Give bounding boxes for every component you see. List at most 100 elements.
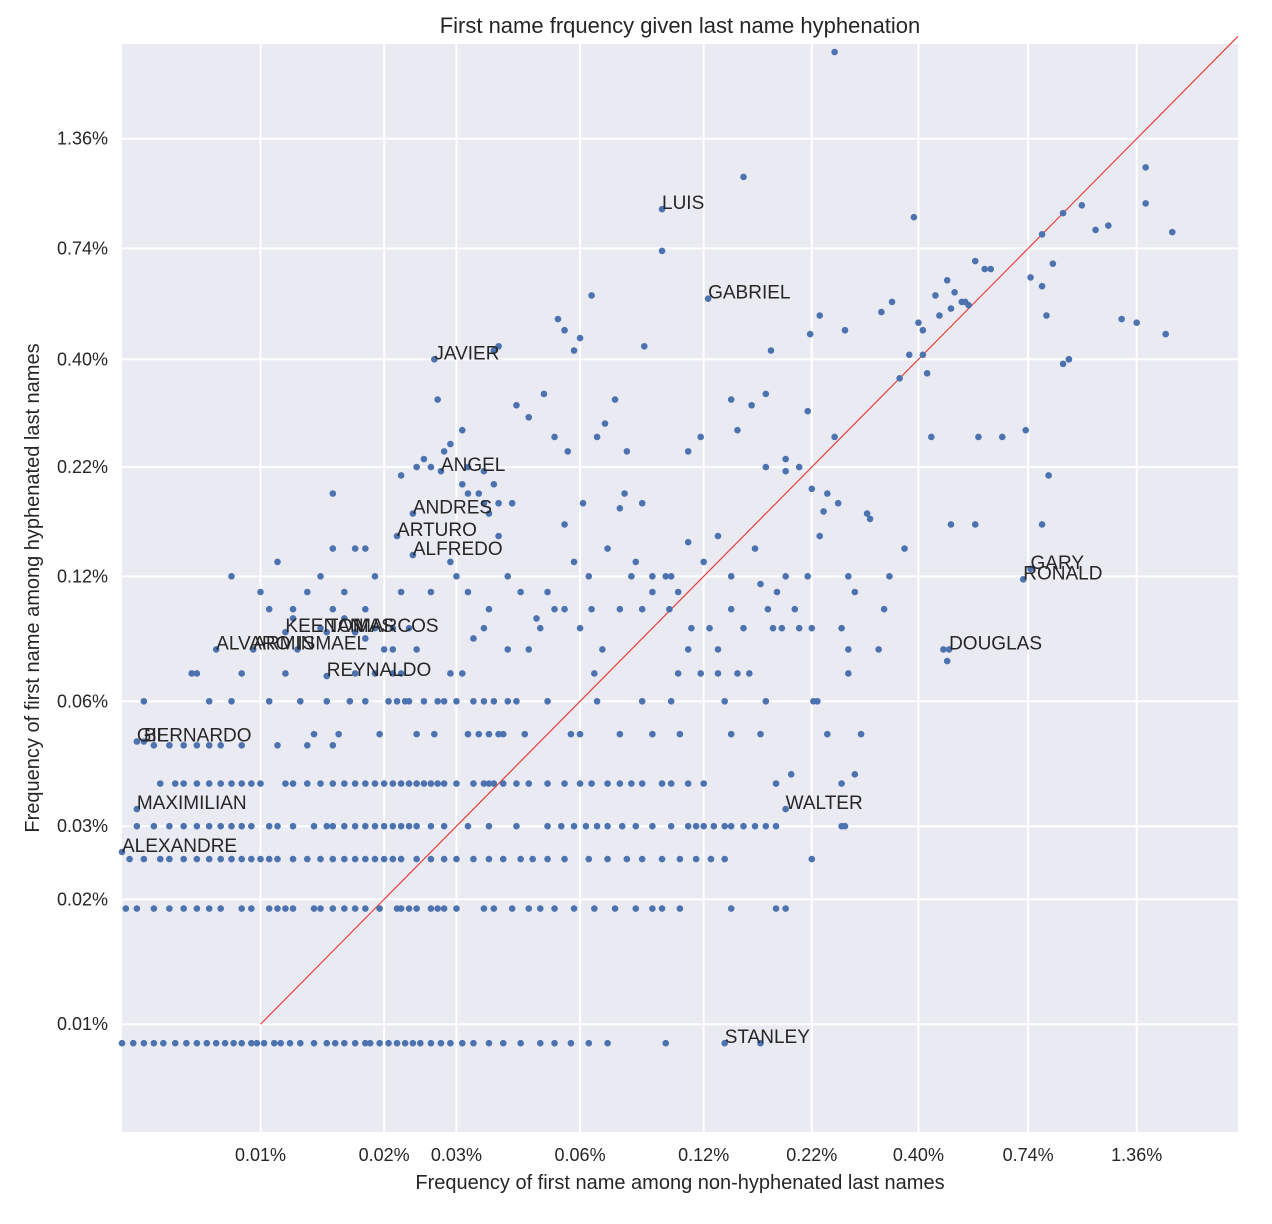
data-point	[329, 905, 337, 912]
data-point	[277, 1039, 285, 1047]
point-label: BERNARDO	[144, 725, 252, 746]
data-point	[282, 905, 289, 912]
data-point	[640, 342, 648, 350]
data-point	[274, 822, 281, 830]
data-point	[470, 855, 477, 863]
labeled-data-point	[133, 738, 141, 745]
data-point	[504, 646, 512, 653]
data-point	[389, 624, 397, 632]
data-point	[604, 1039, 611, 1047]
data-point	[561, 605, 568, 613]
data-point	[188, 670, 196, 677]
data-point	[228, 697, 235, 705]
point-label: ISMAEL	[297, 633, 367, 654]
data-point	[576, 334, 584, 342]
x-axis-ticks: 0.01% 0.02% 0.03% 0.06% 0.12% 0.22% 0.40% 0.74%…	[235, 1145, 1162, 1165]
data-point	[362, 697, 369, 705]
data-point	[385, 1039, 392, 1047]
data-point	[561, 855, 568, 863]
data-point	[140, 855, 148, 863]
data-point	[453, 573, 460, 580]
data-point	[205, 822, 213, 830]
data-point	[431, 730, 438, 738]
data-point	[413, 855, 420, 863]
data-point	[362, 545, 369, 552]
data-point	[248, 855, 255, 863]
data-point	[193, 670, 201, 677]
data-point	[851, 588, 859, 596]
data-point	[282, 670, 289, 677]
point-label: GARY	[1031, 553, 1085, 574]
data-point	[248, 1039, 255, 1047]
data-point	[351, 545, 359, 552]
data-point	[323, 1039, 331, 1047]
data-point	[310, 822, 318, 830]
data-point	[265, 697, 273, 705]
data-point	[915, 319, 922, 327]
data-point	[329, 605, 337, 613]
data-point	[831, 48, 838, 56]
data-point	[427, 855, 435, 863]
labeled-data-point	[945, 646, 953, 653]
data-point	[808, 485, 816, 493]
data-point	[845, 573, 852, 580]
data-point	[504, 697, 512, 705]
data-point	[385, 697, 392, 705]
data-point	[658, 905, 666, 912]
data-point	[684, 448, 692, 455]
data-point	[676, 730, 684, 738]
data-point	[458, 670, 466, 677]
data-point	[230, 1039, 237, 1047]
data-point	[772, 905, 780, 912]
labeled-data-point	[1019, 576, 1027, 583]
data-point	[727, 730, 735, 738]
data-point	[217, 905, 224, 912]
labeled-data-point	[437, 467, 445, 475]
data-point	[205, 780, 213, 787]
data-point	[1162, 330, 1169, 338]
data-point	[757, 1039, 764, 1047]
data-point	[638, 697, 646, 705]
data-point	[480, 499, 488, 507]
data-point	[485, 730, 493, 738]
data-point	[616, 780, 624, 787]
data-point	[440, 780, 448, 787]
data-point	[740, 173, 747, 181]
data-point	[140, 1039, 148, 1047]
data-point	[376, 905, 383, 912]
data-point	[740, 822, 747, 830]
data-point	[525, 905, 533, 912]
x-tick-label: 0.02%	[359, 1145, 410, 1165]
data-point	[257, 855, 264, 863]
data-point	[238, 822, 246, 830]
data-point	[734, 670, 741, 677]
data-point	[171, 780, 179, 787]
data-point	[975, 433, 982, 441]
data-point	[265, 905, 273, 912]
data-point	[517, 1039, 524, 1047]
data-point	[183, 1039, 190, 1047]
data-point	[676, 905, 684, 912]
data-point	[205, 855, 213, 863]
data-point	[513, 822, 520, 830]
data-point	[658, 247, 666, 255]
data-point	[371, 573, 379, 580]
data-point	[420, 455, 428, 463]
data-point	[604, 822, 611, 830]
data-point	[588, 780, 595, 787]
data-point	[329, 490, 337, 497]
data-point	[658, 855, 666, 863]
data-point	[166, 822, 173, 830]
data-point	[593, 433, 601, 441]
data-point	[778, 624, 786, 632]
data-point	[564, 448, 572, 455]
data-point	[919, 326, 927, 334]
point-label: WALTER	[786, 793, 863, 814]
data-point	[217, 741, 224, 749]
data-point	[447, 1039, 454, 1047]
data-point	[434, 697, 441, 705]
data-point	[405, 822, 413, 830]
data-point	[638, 855, 646, 863]
x-tick-label: 0.06%	[555, 1145, 606, 1165]
